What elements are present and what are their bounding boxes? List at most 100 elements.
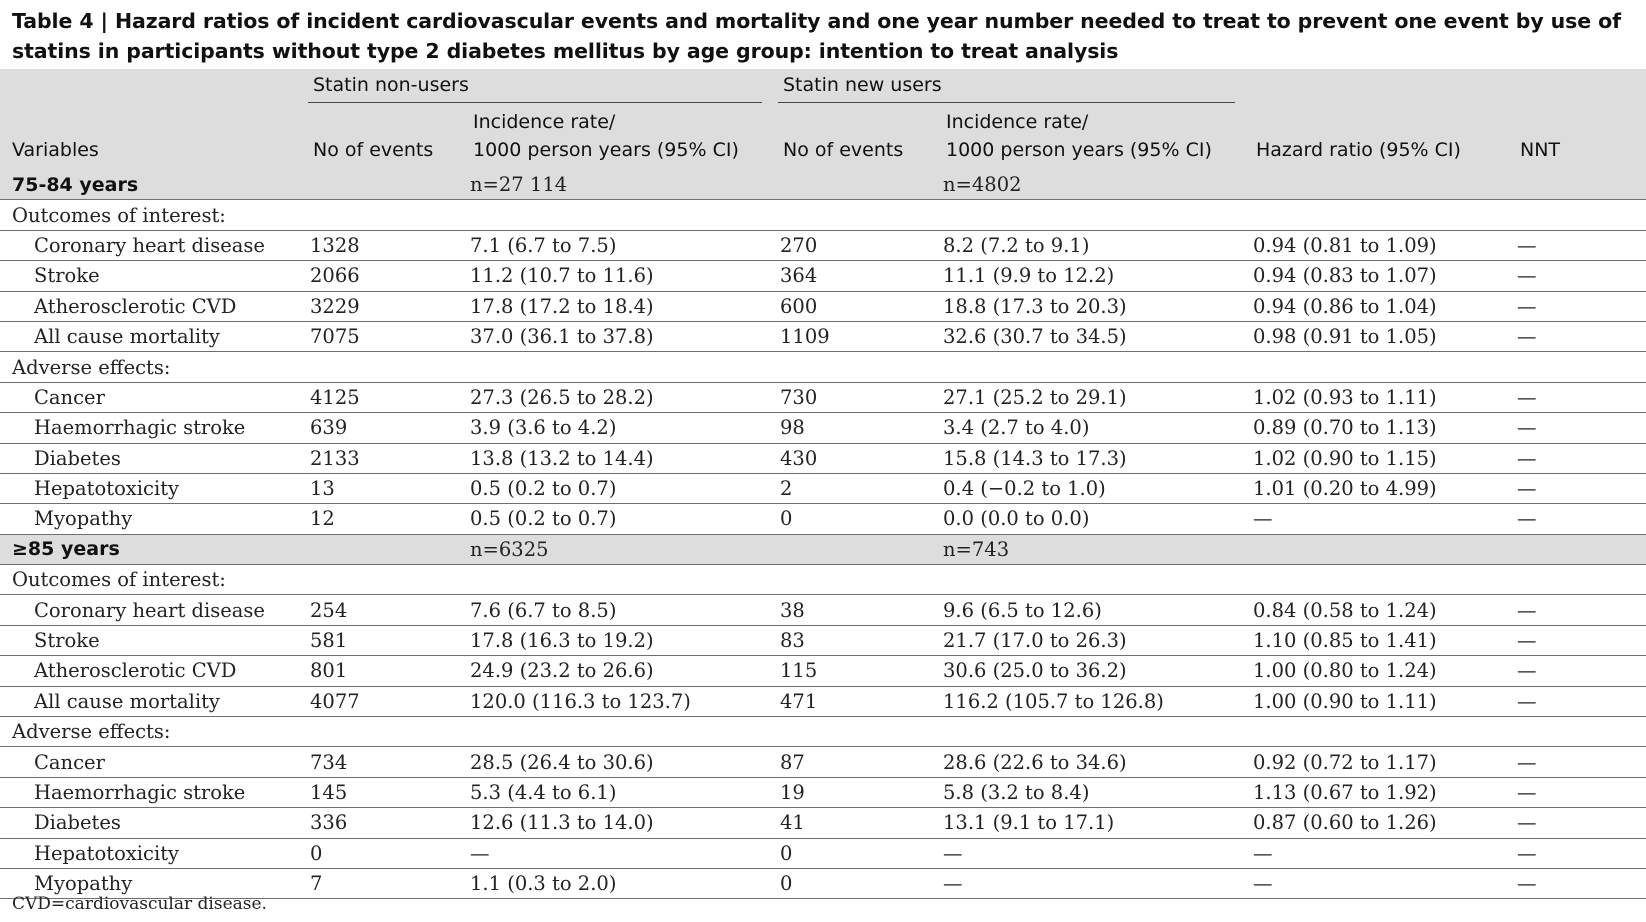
table-cell — [1241, 534, 1505, 566]
table-cell: 1.10 (0.85 to 1.41) — [1241, 625, 1505, 657]
table-cell: — — [1505, 686, 1646, 718]
table-cell: 1.13 (0.67 to 1.92) — [1241, 777, 1505, 809]
rate-label-line1: Incidence rate/ — [473, 111, 616, 133]
table-cell: 0.4 (−0.2 to 1.0) — [931, 473, 1241, 505]
table-cell: 21.7 (17.0 to 26.3) — [931, 625, 1241, 657]
table-cell: 24.9 (23.2 to 26.6) — [458, 655, 768, 687]
cell-text: — — [1517, 598, 1537, 622]
cell-text: — — [1517, 385, 1537, 409]
table-cell: Atherosclerotic CVD — [0, 291, 298, 322]
table-row: Coronary heart disease 254 7.6 (6.7 to 8.5… — [0, 594, 1646, 626]
cell-text: 30.6 (25.0 to 36.2) — [943, 659, 1127, 683]
table-cell: 13 — [298, 473, 458, 505]
table-cell: 0.98 (0.91 to 1.05) — [1241, 321, 1505, 353]
table-cell: 11.2 (10.7 to 11.6) — [458, 260, 768, 292]
cell-text: Myopathy — [34, 507, 133, 531]
age-group-row: 75-84 years n=27 114 n=4802 — [0, 170, 1646, 201]
table-cell: Myopathy — [0, 503, 298, 535]
table-cell: — — [1505, 655, 1646, 687]
cell-text: Atherosclerotic CVD — [34, 294, 237, 318]
table-cell: 116.2 (105.7 to 126.8) — [931, 686, 1241, 718]
table-cell: 600 — [768, 291, 931, 322]
table-cell: — — [1505, 291, 1646, 322]
group-label-newusers: Statin new users — [783, 74, 942, 96]
table-row: Myopathy 12 0.5 (0.2 to 0.7) 0 0.0 (0.0 to 0… — [0, 503, 1646, 535]
cell-text: 11.2 (10.7 to 11.6) — [470, 264, 654, 288]
table-cell: — — [1241, 838, 1505, 869]
table-cell: Stroke — [0, 260, 298, 292]
cell-text: 27.1 (25.2 to 29.1) — [943, 385, 1127, 409]
cell-text: 2133 — [310, 446, 360, 470]
table-cell: 2133 — [298, 443, 458, 474]
cell-text: 13.1 (9.1 to 17.1) — [943, 811, 1115, 835]
cell-text: 9.6 (6.5 to 12.6) — [943, 598, 1102, 622]
cell-text: 3229 — [310, 294, 360, 318]
cell-text: — — [1517, 325, 1537, 349]
table-cell: 27.1 (25.2 to 29.1) — [931, 382, 1241, 414]
cell-text: 37.0 (36.1 to 37.8) — [470, 325, 654, 349]
cell-text: 98 — [780, 416, 805, 440]
table-cell: — — [458, 838, 768, 869]
table-cell: 4077 — [298, 686, 458, 718]
cell-text: 75-84 years — [12, 173, 139, 196]
table-cell: — — [1505, 443, 1646, 474]
cell-text: 430 — [780, 446, 818, 470]
table-cell: 4125 — [298, 382, 458, 414]
table-cell: Atherosclerotic CVD — [0, 655, 298, 687]
cell-text: 7 — [310, 872, 323, 896]
cell-text: Stroke — [34, 264, 100, 288]
table-cell: 12 — [298, 503, 458, 535]
cell-text: — — [1517, 233, 1537, 257]
table-row: Stroke 2066 11.2 (10.7 to 11.6) 364 11.1 (9.… — [0, 260, 1646, 292]
cell-text: 5.3 (4.4 to 6.1) — [470, 781, 617, 804]
table-cell: 41 — [768, 807, 931, 839]
table-cell: 32.6 (30.7 to 34.5) — [931, 321, 1241, 353]
cell-text: 0.94 (0.81 to 1.09) — [1253, 233, 1437, 257]
table-cell: 9.6 (6.5 to 12.6) — [931, 594, 1241, 626]
cell-text: 1.02 (0.93 to 1.11) — [1253, 385, 1437, 409]
group-underline — [308, 102, 762, 103]
cell-text: 1.13 (0.67 to 1.92) — [1253, 781, 1437, 804]
table-cell: 3229 — [298, 291, 458, 322]
cell-text: Outcomes of interest: — [12, 203, 226, 227]
cell-text: 18.8 (17.3 to 20.3) — [943, 294, 1127, 318]
cell-text: 28.6 (22.6 to 34.6) — [943, 750, 1127, 774]
cell-text: 19 — [780, 781, 805, 804]
table-cell: Diabetes — [0, 807, 298, 839]
cell-text: — — [1517, 477, 1537, 501]
cell-text: 600 — [780, 294, 818, 318]
col-header-rate-nonusers: Incidence rate/ 1000 person years (95% C… — [458, 103, 768, 170]
table-cell: 0.94 (0.83 to 1.07) — [1241, 260, 1505, 292]
table-cell: All cause mortality — [0, 686, 298, 718]
rate-label-line1: Incidence rate/ — [946, 111, 1089, 133]
table-cell: — — [1505, 625, 1646, 657]
table-row: Hepatotoxicity 0 — 0 — — — — [0, 838, 1646, 869]
cell-text: 730 — [780, 385, 818, 409]
cell-text: 0.92 (0.72 to 1.17) — [1253, 750, 1437, 774]
cell-text: Haemorrhagic stroke — [34, 416, 246, 440]
table-cell: 11.1 (9.9 to 12.2) — [931, 260, 1241, 292]
cell-text: 21.7 (17.0 to 26.3) — [943, 629, 1127, 653]
table-row: Myopathy 7 1.1 (0.3 to 2.0) 0 — — — — [0, 868, 1646, 900]
table-cell: 0 — [768, 838, 931, 869]
cell-text: 0.84 (0.58 to 1.24) — [1253, 598, 1437, 622]
table-cell — [298, 534, 458, 566]
cell-text: 28.5 (26.4 to 30.6) — [470, 750, 654, 774]
cell-text: Hepatotoxicity — [34, 841, 180, 865]
cell-text: — — [1517, 781, 1537, 804]
table-cell: 0.0 (0.0 to 0.0) — [931, 503, 1241, 535]
table-row: Coronary heart disease 1328 7.1 (6.7 to 7.… — [0, 230, 1646, 262]
cell-text: 0 — [780, 872, 793, 896]
table-cell: 17.8 (17.2 to 18.4) — [458, 291, 768, 322]
table-cell: 120.0 (116.3 to 123.7) — [458, 686, 768, 718]
table-cell — [458, 351, 768, 383]
cell-text: ≥85 years — [12, 538, 120, 561]
header-spacer — [1241, 69, 1505, 103]
cell-text: Adverse effects: — [12, 720, 171, 744]
cell-text: Coronary heart disease — [34, 233, 265, 257]
cell-text: 13 — [310, 477, 335, 501]
table-cell: Adverse effects: — [0, 716, 298, 748]
table-footnote: CVD=cardiovascular disease. — [12, 894, 267, 914]
table-cell: 0.87 (0.60 to 1.26) — [1241, 807, 1505, 839]
table-cell — [931, 351, 1241, 383]
